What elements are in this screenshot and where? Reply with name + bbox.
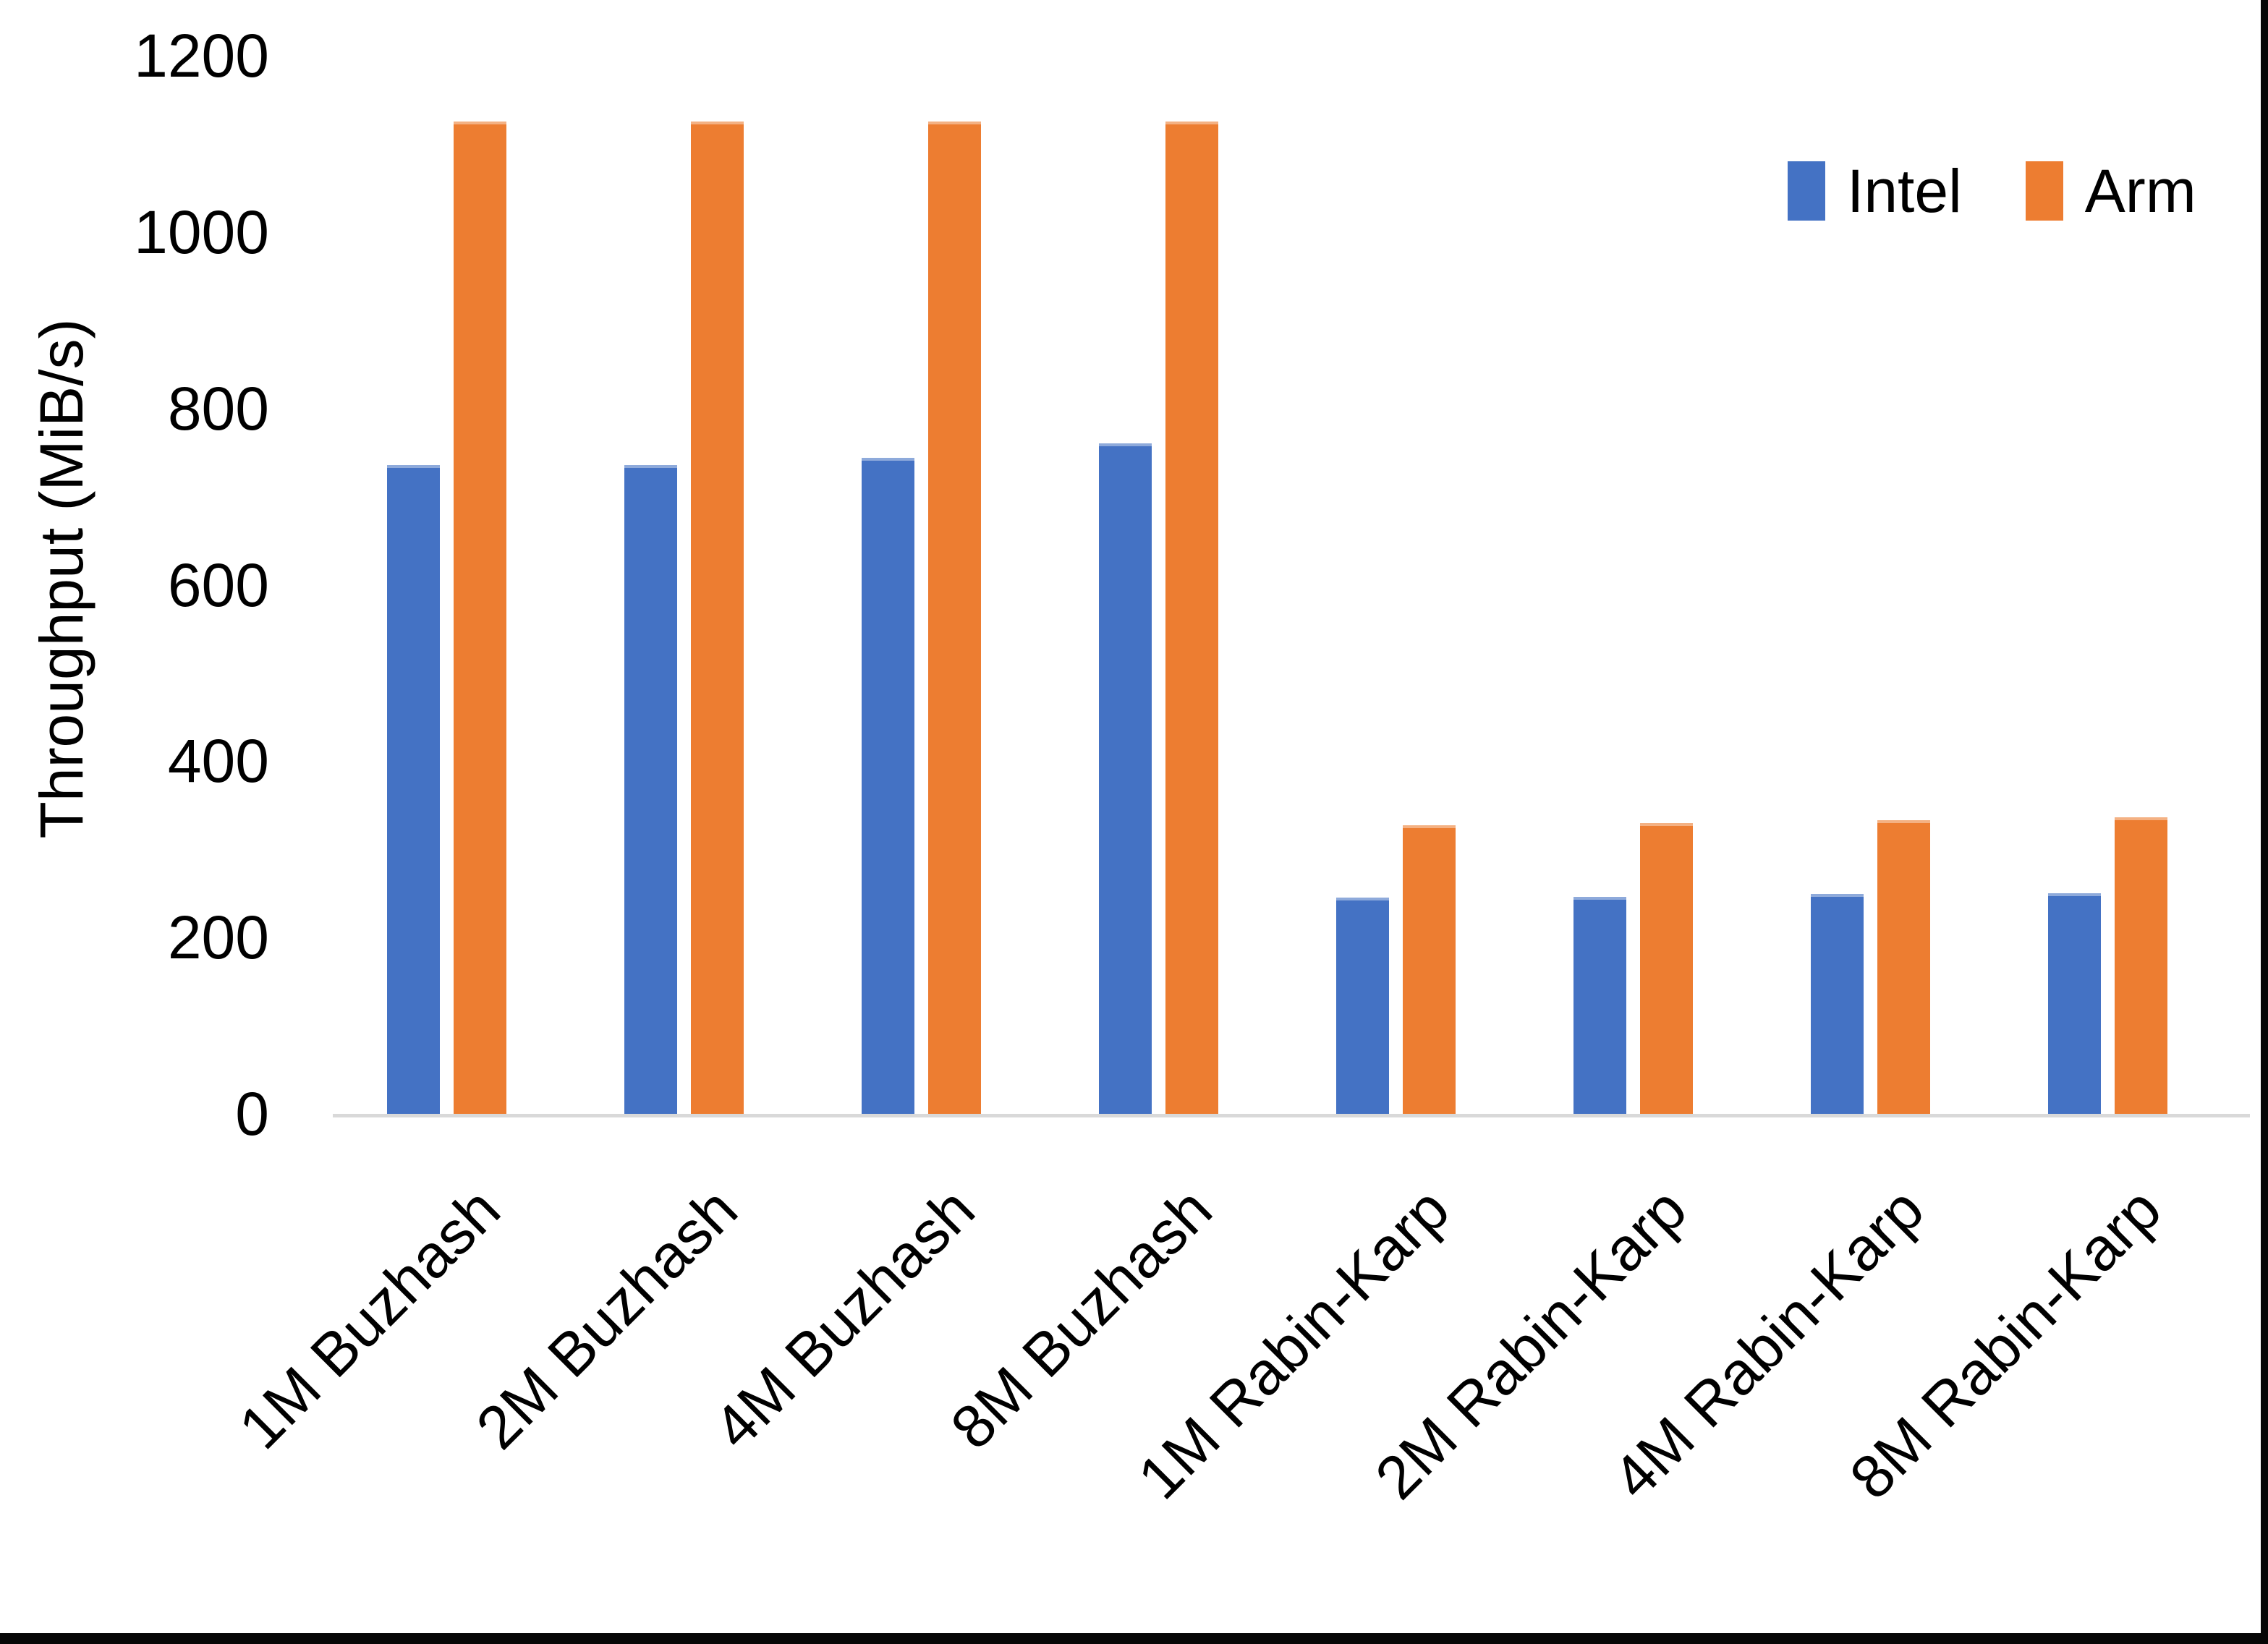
arm-series-swatch [2025,161,2063,221]
intel-legend-label: Intel [1847,157,1962,225]
bar-arm-8m-rabin-karp [2115,817,2167,1114]
bar-intel-8m-buzhash [1099,443,1152,1114]
bar-top-highlight [1336,898,1389,900]
bar-top-highlight [454,122,506,124]
bar-intel-1m-rabin-karp [1336,898,1389,1114]
y-tick-label-1200: 1200 [134,22,269,90]
bar-intel-1m-buzhash [387,465,440,1114]
bar-arm-2m-rabin-karp [1640,823,1693,1114]
bar-top-highlight [387,465,440,468]
bar-arm-4m-rabin-karp [1877,820,1930,1114]
bar-top-highlight [1099,443,1152,446]
legend-item-intel: Intel [1788,161,1962,221]
bar-top-highlight [1640,823,1693,826]
bar-top-highlight [691,122,744,124]
x-axis-line [333,1114,2250,1117]
bar-top-highlight [1573,897,1626,900]
bar-top-highlight [1165,122,1218,124]
y-tick-label-800: 800 [167,374,269,443]
bar-top-highlight [624,465,677,468]
y-tick-label-400: 400 [167,727,269,796]
bar-intel-8m-rabin-karp [2048,893,2101,1114]
bar-top-highlight [928,122,981,124]
y-tick-label-0: 0 [235,1080,269,1148]
bar-top-highlight [2115,817,2167,820]
bar-arm-1m-buzhash [454,122,506,1114]
bar-top-highlight [2048,893,2101,896]
bar-intel-2m-buzhash [624,465,677,1114]
bar-top-highlight [862,458,914,461]
bar-arm-2m-buzhash [691,122,744,1114]
legend: Intel Arm [1788,161,2196,221]
bar-arm-1m-rabin-karp [1403,825,1456,1114]
bar-arm-8m-buzhash [1165,122,1218,1114]
y-tick-label-1000: 1000 [134,197,269,266]
bar-intel-4m-buzhash [862,458,914,1114]
y-tick-label-200: 200 [167,903,269,972]
x-category-label-1m-buzhash: 1M Buzhash [225,1175,513,1462]
intel-series-swatch [1788,161,1825,221]
bar-top-highlight [1877,820,1930,823]
bar-intel-4m-rabin-karp [1811,894,1864,1114]
y-tick-label-600: 600 [167,550,269,619]
bar-top-highlight [1403,825,1456,828]
bar-top-highlight [1811,894,1864,897]
arm-legend-label: Arm [2084,157,2196,225]
bar-arm-4m-buzhash [928,122,981,1114]
bar-intel-2m-rabin-karp [1573,897,1626,1114]
legend-item-arm: Arm [2025,157,2196,225]
